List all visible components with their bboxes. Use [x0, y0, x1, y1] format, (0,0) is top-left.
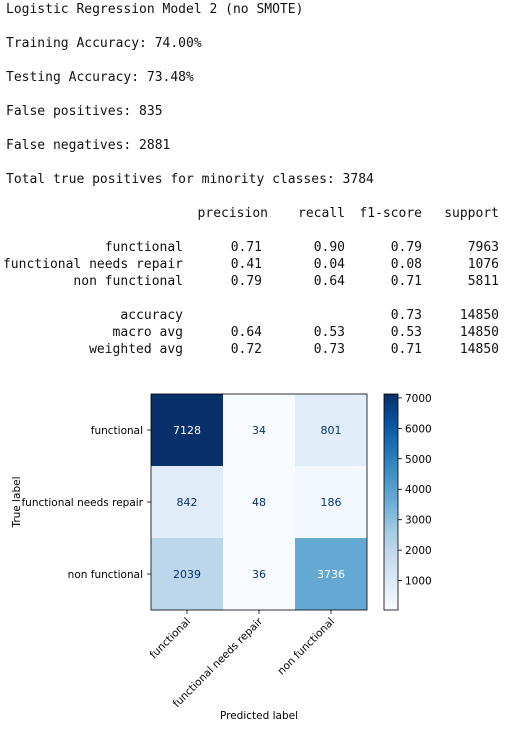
heatmap-cell-value: 801: [321, 424, 342, 437]
heatmap-cell-value: 842: [177, 496, 198, 509]
report-header-f1-score: f1-score: [359, 206, 422, 221]
colorbar-tick-label: 5000: [405, 454, 432, 466]
heatmap-cell-value: 48: [252, 496, 266, 509]
report-precision-value: 0.72: [230, 342, 262, 357]
report-recall-value: 0.04: [313, 257, 345, 272]
heatmap-cell-value: 7128: [173, 424, 201, 437]
colorbar-tick-label: 3000: [405, 515, 432, 527]
report-support-value: 14850: [459, 308, 499, 323]
heatmap-cell: [151, 466, 223, 538]
x-tick-label: functional: [148, 616, 193, 661]
report-row-label: accuracy: [120, 308, 183, 323]
heatmap-cell-value: 36: [252, 568, 266, 581]
report-header-precision: precision: [197, 206, 268, 221]
heatmap-cell: [295, 394, 367, 466]
heatmap-cell-value: 2039: [173, 568, 201, 581]
report-support-value: 14850: [459, 325, 499, 340]
report-row-label: functional needs repair: [2, 257, 183, 272]
report-header-recall: recall: [298, 206, 345, 221]
true-positives-line: Total true positives for minority classe…: [6, 172, 374, 187]
heatmap-cell: [151, 394, 223, 466]
report-row-label: functional: [104, 240, 183, 255]
report-f1-value: 0.08: [390, 257, 422, 272]
y-tick-label: functional needs repair: [21, 497, 143, 509]
report-precision-value: 0.79: [230, 274, 262, 289]
false-negatives-line: False negatives: 2881: [6, 138, 171, 153]
y-tick-label: functional: [91, 425, 143, 437]
y-tick-label: non functional: [68, 569, 143, 581]
report-precision-value: [182, 307, 262, 324]
training-accuracy-line: Training Accuracy: 74.00%: [6, 36, 202, 51]
colorbar-tick-label: 6000: [405, 423, 432, 435]
report-support-value: 5811: [467, 274, 499, 289]
heatmap-cell-value: 34: [252, 424, 266, 437]
report-precision-value: 0.64: [230, 325, 262, 340]
testing-accuracy-line: Testing Accuracy: 73.48%: [6, 70, 194, 85]
report-header-support: support: [444, 206, 499, 221]
title-line: Logistic Regression Model 2 (no SMOTE): [6, 2, 304, 17]
report-f1-value: 0.71: [390, 342, 422, 357]
report-recall-value: 0.90: [313, 240, 345, 255]
colorbar-tick-label: 7000: [405, 393, 432, 405]
report-recall-value: 0.53: [313, 325, 345, 340]
report-recall-value: [265, 307, 345, 324]
report-f1-value: 0.79: [390, 240, 422, 255]
colorbar-tick-label: 2000: [405, 545, 432, 557]
heatmap-cell: [151, 538, 223, 610]
heatmap-cell-value: 186: [321, 496, 342, 509]
heatmap-cell: [295, 466, 367, 538]
report-recall-value: 0.73: [313, 342, 345, 357]
report-recall-value: 0.64: [313, 274, 345, 289]
report-row-label: macro avg: [112, 325, 183, 340]
report-f1-value: 0.53: [390, 325, 422, 340]
report-f1-value: 0.71: [390, 274, 422, 289]
report-support-value: 1076: [467, 257, 499, 272]
heatmap-cell-value: 3736: [317, 568, 345, 581]
x-axis-label: Predicted label: [220, 710, 298, 722]
report-support-value: 14850: [459, 342, 499, 357]
report-precision-value: 0.41: [230, 257, 262, 272]
heatmap-cell: [223, 538, 295, 610]
heatmap-cell: [223, 394, 295, 466]
classification-report: precision recall f1-score support functional…: [0, 205, 518, 365]
x-tick-label: non functional: [275, 616, 337, 678]
report-support-value: 7963: [467, 240, 499, 255]
report-precision-value: 0.71: [230, 240, 262, 255]
colorbar-tick-label: 4000: [405, 484, 432, 496]
heatmap-cell: [223, 466, 295, 538]
report-row-label: non functional: [73, 274, 183, 289]
heatmap-cell: [295, 538, 367, 610]
colorbar-tick-label: 1000: [405, 576, 432, 588]
y-axis-label: True label: [11, 476, 23, 528]
colorbar: [383, 393, 399, 611]
report-f1-value: 0.73: [390, 308, 422, 323]
false-positives-line: False positives: 835: [6, 104, 163, 119]
confusion-matrix-chart: 7128 34 801 842 48 186 2039 36 3736 functional fun…: [11, 393, 432, 722]
report-row-label: weighted avg: [89, 342, 183, 357]
